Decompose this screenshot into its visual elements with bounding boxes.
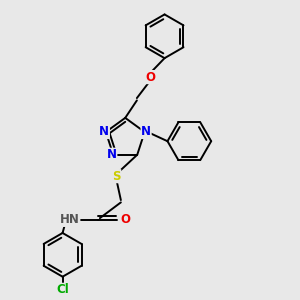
Text: N: N <box>107 148 117 161</box>
Text: S: S <box>112 170 121 183</box>
Text: Cl: Cl <box>56 283 69 296</box>
Text: N: N <box>141 125 151 139</box>
Text: O: O <box>145 70 155 84</box>
Text: N: N <box>99 125 110 139</box>
Text: HN: HN <box>60 213 80 226</box>
Text: O: O <box>120 213 130 226</box>
